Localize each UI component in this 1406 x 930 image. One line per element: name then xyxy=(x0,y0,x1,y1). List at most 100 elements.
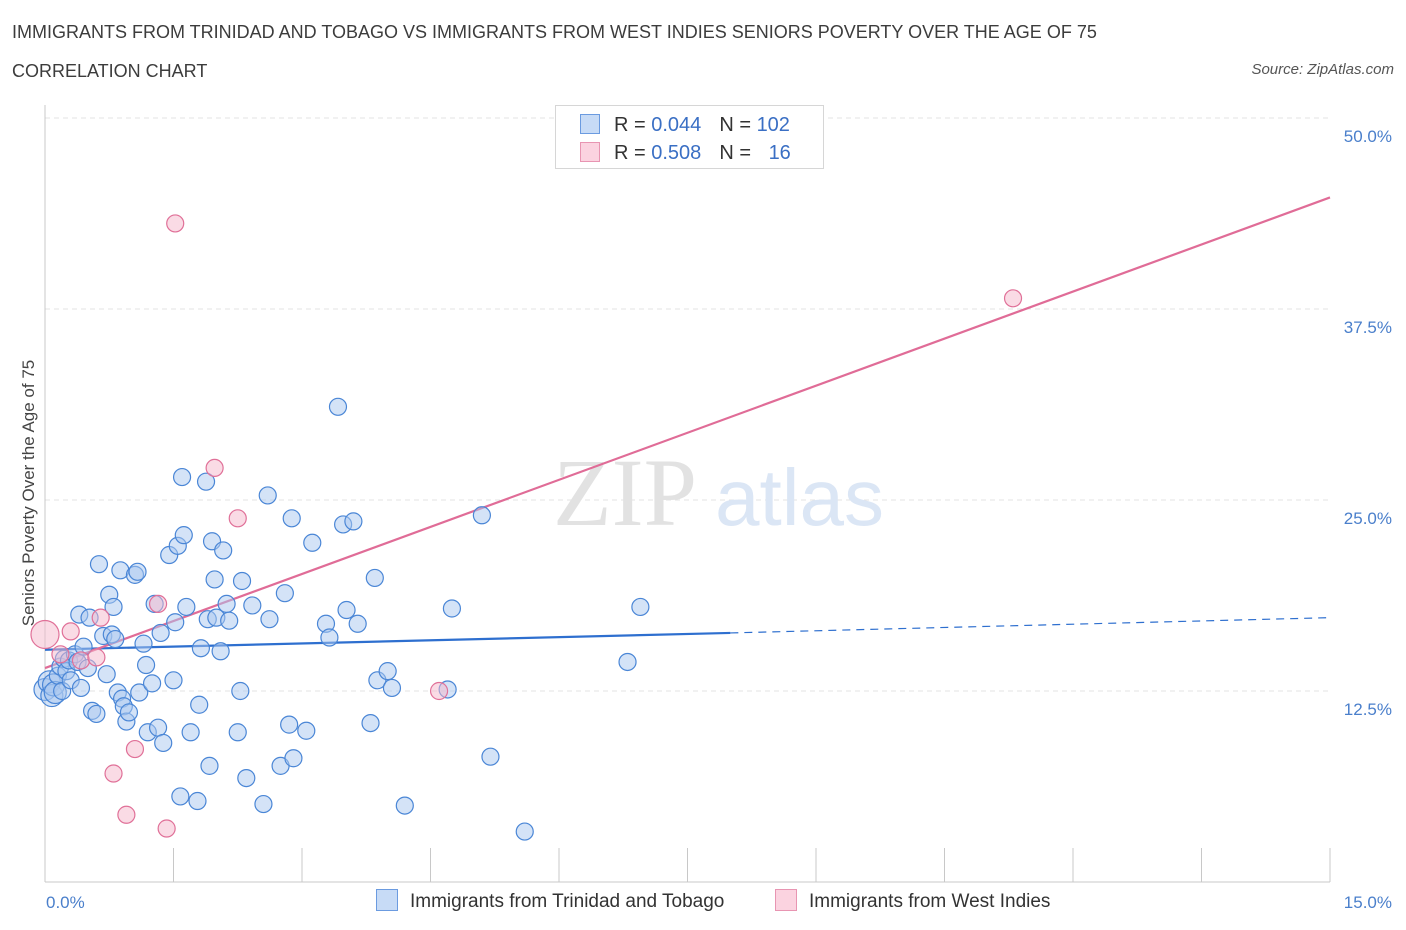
point-trinidad xyxy=(211,642,230,661)
y-tick-label: 12.5% xyxy=(1344,700,1392,719)
y-tick-label: 50.0% xyxy=(1344,127,1392,146)
point-trinidad xyxy=(275,584,294,603)
trend-lines xyxy=(44,196,1331,670)
point-trinidad xyxy=(200,756,219,775)
point-trinidad xyxy=(472,506,491,525)
point-trinidad xyxy=(191,639,211,658)
point-trinidad xyxy=(181,723,200,742)
legend-row-trinidad: R = 0.044 N = 102 xyxy=(580,114,790,138)
point-west-indies xyxy=(87,648,106,667)
axes xyxy=(44,105,1331,883)
bottom-legend-label: Immigrants from West Indies xyxy=(809,891,1051,912)
point-trinidad xyxy=(442,599,462,618)
point-trinidad xyxy=(243,596,262,615)
bottom-legend-trinidad: Immigrants from Trinidad and Tobago xyxy=(376,889,724,913)
point-trinidad xyxy=(134,634,153,653)
point-trinidad xyxy=(320,628,339,647)
stats-legend: R = 0.044 N = 102 R = 0.508 N = 16 xyxy=(555,105,824,169)
legend-row-west-indies: R = 0.508 N = 16 xyxy=(580,142,791,166)
point-west-indies xyxy=(30,619,60,650)
point-trinidad xyxy=(148,718,168,737)
point-trinidad xyxy=(254,794,273,814)
legend-n-value: 102 xyxy=(756,114,790,136)
trend-line-trinidad xyxy=(44,631,731,651)
legend-r-label: R = xyxy=(614,114,652,136)
point-trinidad xyxy=(154,733,173,753)
legend-r-value: 0.044 xyxy=(651,114,702,136)
point-west-indies xyxy=(91,608,110,627)
legend-swatch-pink xyxy=(580,142,600,162)
legend-n-label: N = xyxy=(719,142,757,164)
point-trinidad xyxy=(344,512,363,531)
point-west-indies xyxy=(125,739,145,759)
point-west-indies xyxy=(429,681,449,701)
bottom-legend-swatch-pink xyxy=(775,889,797,911)
x-tick-labels: 0.0% 15.0% xyxy=(46,893,1392,912)
point-trinidad xyxy=(328,397,348,416)
point-west-indies xyxy=(51,645,70,664)
point-trinidad xyxy=(104,597,123,617)
legend-n-value: 16 xyxy=(768,142,791,164)
point-trinidad xyxy=(205,570,224,589)
point-trinidad xyxy=(171,787,190,806)
bottom-legend-label: Immigrants from Trinidad and Tobago xyxy=(410,891,725,912)
point-trinidad xyxy=(97,665,116,684)
point-trinidad xyxy=(337,600,356,620)
point-west-indies xyxy=(228,509,247,528)
point-trinidad xyxy=(190,695,209,714)
point-trinidad xyxy=(174,526,193,545)
x-tick-label: 0.0% xyxy=(46,893,85,912)
point-trinidad xyxy=(260,610,279,629)
point-trinidad xyxy=(258,486,277,505)
point-trinidad xyxy=(172,467,192,487)
chart-title: IMMIGRANTS FROM TRINIDAD AND TOBAGO VS I… xyxy=(12,22,1097,42)
point-trinidad xyxy=(89,555,109,574)
point-trinidad xyxy=(378,662,397,681)
point-west-indies xyxy=(166,214,185,233)
chart-subtitle: CORRELATION CHART xyxy=(12,61,208,81)
point-trinidad xyxy=(631,597,650,617)
point-trinidad xyxy=(130,683,149,702)
point-trinidad xyxy=(282,509,301,528)
point-trinidad xyxy=(164,671,183,690)
point-trinidad xyxy=(119,703,139,722)
point-trinidad xyxy=(237,768,256,788)
point-trinidad xyxy=(177,597,196,617)
point-trinidad xyxy=(106,629,125,649)
point-trinidad xyxy=(382,678,402,698)
point-trinidad xyxy=(361,713,380,733)
point-trinidad xyxy=(515,822,534,841)
point-west-indies xyxy=(205,458,224,478)
point-trinidad xyxy=(231,681,250,701)
trend-line-west-indies xyxy=(44,196,1331,670)
y-tick-label: 25.0% xyxy=(1344,509,1392,528)
point-trinidad xyxy=(151,623,170,643)
point-trinidad xyxy=(196,472,216,491)
point-trinidad xyxy=(142,674,162,693)
trend-line-trinidad-extension xyxy=(730,617,1331,634)
point-trinidad xyxy=(481,747,500,766)
y-axis-label: Seniors Poverty Over the Age of 75 xyxy=(19,360,38,626)
point-trinidad xyxy=(188,791,207,811)
point-trinidad xyxy=(365,568,384,588)
point-west-indies xyxy=(117,805,136,824)
grid-lines xyxy=(45,117,1330,692)
bottom-legend-west-indies: Immigrants from West Indies xyxy=(775,889,1050,913)
point-trinidad xyxy=(618,652,637,672)
point-trinidad xyxy=(232,571,252,591)
source-label: Source: ZipAtlas.com xyxy=(1251,61,1394,78)
point-west-indies xyxy=(104,764,123,783)
legend-r-label: R = xyxy=(614,142,652,164)
point-west-indies xyxy=(1003,289,1023,308)
point-trinidad xyxy=(128,562,147,581)
point-trinidad xyxy=(217,594,236,614)
watermark-atlas: atlas xyxy=(715,453,884,542)
point-trinidad xyxy=(297,721,316,740)
watermark: ZIP atlas xyxy=(553,439,884,546)
point-trinidad xyxy=(87,704,106,724)
x-tick-label: 15.0% xyxy=(1344,893,1392,912)
point-west-indies xyxy=(157,819,176,838)
point-trinidad xyxy=(71,678,91,698)
legend-swatch-blue xyxy=(580,114,600,134)
